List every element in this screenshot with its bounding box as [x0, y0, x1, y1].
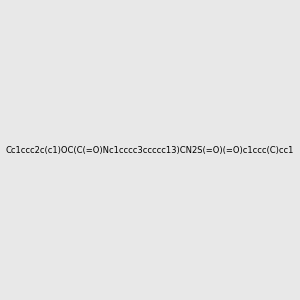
Text: Cc1ccc2c(c1)OC(C(=O)Nc1cccc3ccccc13)CN2S(=O)(=O)c1ccc(C)cc1: Cc1ccc2c(c1)OC(C(=O)Nc1cccc3ccccc13)CN2S… [6, 146, 294, 154]
